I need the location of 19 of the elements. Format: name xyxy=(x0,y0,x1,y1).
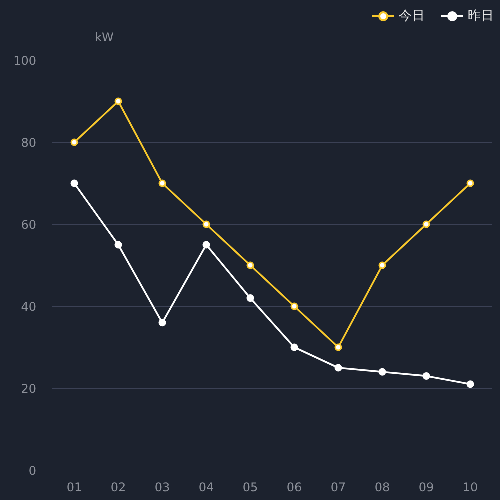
y-tick-label: 40 xyxy=(21,300,37,314)
x-tick-label: 01 xyxy=(66,480,82,494)
y-tick-label: 80 xyxy=(21,136,37,150)
x-tick-label: 09 xyxy=(418,480,434,494)
x-tick-label: 10 xyxy=(462,480,478,494)
y-tick-label: 60 xyxy=(21,218,37,232)
legend-label: 今日 xyxy=(399,8,425,25)
x-tick-label: 08 xyxy=(374,480,390,494)
x-tick-label: 03 xyxy=(154,480,170,494)
y-axis-title: kW xyxy=(95,30,114,44)
y-tick-label: 100 xyxy=(14,54,36,68)
x-tick-label: 07 xyxy=(330,480,346,494)
y-tick-label: 20 xyxy=(21,382,37,396)
y-tick-label: 0 xyxy=(28,464,37,478)
x-tick-label: 02 xyxy=(110,480,126,494)
x-tick-label: 05 xyxy=(242,480,258,494)
legend-label: 昨日 xyxy=(468,8,494,25)
x-tick-label: 06 xyxy=(286,480,302,494)
x-tick-label: 04 xyxy=(198,480,214,494)
